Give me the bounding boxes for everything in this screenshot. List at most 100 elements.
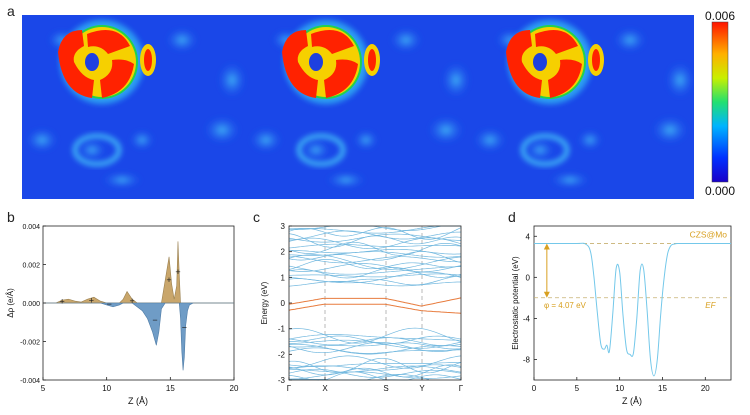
y-tick-label-d: 0 <box>526 273 531 282</box>
density-blob <box>666 62 694 98</box>
band-line <box>288 327 462 344</box>
density-satellite-core <box>592 49 600 71</box>
density-blob <box>326 172 366 188</box>
density-hole <box>309 53 323 71</box>
band-line <box>288 255 461 264</box>
density-blob <box>550 172 590 188</box>
k-point-label: Γ <box>459 384 464 393</box>
band-line <box>289 365 462 373</box>
density-blob <box>578 130 602 150</box>
density-blob <box>474 128 506 152</box>
colorbar-max-label: 0.006 <box>705 9 735 23</box>
x-tick-label-d: 10 <box>615 384 624 393</box>
band-line <box>288 337 462 347</box>
highlight-band <box>288 297 462 307</box>
band-line <box>289 371 462 380</box>
band-line <box>288 267 462 279</box>
x-tick-label-d: 15 <box>658 384 667 393</box>
ylabel-c: Energy (eV) <box>260 281 269 324</box>
band-line <box>288 280 461 287</box>
density-blob <box>428 116 464 144</box>
charge-sign-marker: + <box>59 297 64 307</box>
density-core-lobe <box>58 30 94 98</box>
density-blob <box>354 130 378 150</box>
density-blob <box>166 28 198 52</box>
density-blob <box>390 28 422 52</box>
y-tick-label-c: -2 <box>278 350 286 359</box>
density-core-lobe <box>506 30 542 98</box>
density-blob <box>614 28 646 52</box>
density-blob <box>78 140 106 160</box>
y-tick-label-b: 0.000 <box>22 301 40 308</box>
band-line <box>288 271 462 284</box>
band-line <box>288 225 442 231</box>
panel-label-a: a <box>7 3 15 19</box>
density-blob <box>250 128 282 152</box>
band-line <box>288 357 462 374</box>
ylabel-b: Δρ (e/Å) <box>6 288 15 318</box>
band-line <box>288 254 462 270</box>
heatmap-motif <box>26 20 246 188</box>
band-line <box>288 233 462 243</box>
band-line <box>288 227 462 240</box>
y-tick-label-c: 3 <box>281 222 286 231</box>
density-core-lobe <box>324 59 358 98</box>
density-blob <box>652 116 688 144</box>
k-point-label: S <box>383 384 388 393</box>
band-line <box>288 265 462 275</box>
axes-frame-d <box>533 225 732 381</box>
panel-label-b: b <box>7 209 15 225</box>
negative-area <box>43 302 234 371</box>
work-function-label: φ = 4.07 eV <box>544 301 587 310</box>
density-core-lobe <box>535 30 578 54</box>
y-tick-label-d: -4 <box>523 314 531 323</box>
band-line <box>288 364 462 371</box>
band-line <box>288 230 462 241</box>
charge-sign-marker: − <box>182 322 187 332</box>
y-tick-label-d: 4 <box>526 232 531 241</box>
density-satellite-core <box>368 49 376 71</box>
density-ring <box>73 134 121 166</box>
highlight-band <box>288 303 462 314</box>
x-tick-label-b: 10 <box>102 384 111 393</box>
heatmap-motif <box>474 20 694 188</box>
x-tick-label-b: 5 <box>41 384 46 393</box>
density-satellite-core <box>144 49 152 71</box>
y-tick-label-d: -8 <box>523 355 531 364</box>
density-blob <box>130 130 154 150</box>
k-point-label: X <box>322 384 328 393</box>
y-tick-label-c: -3 <box>278 376 286 385</box>
band-line <box>288 368 462 378</box>
band-line <box>288 334 461 341</box>
charge-sign-marker: + <box>130 296 135 306</box>
density-blob <box>442 62 470 98</box>
colorbar-min-label: 0.000 <box>705 184 735 198</box>
panel-label-d: d <box>508 209 516 225</box>
density-hole <box>533 53 547 71</box>
density-core-lobe <box>548 59 582 98</box>
band-line <box>288 347 462 354</box>
density-blob <box>102 172 142 188</box>
band-line <box>288 335 462 345</box>
x-tick-label-b: 15 <box>166 384 175 393</box>
band-line <box>289 355 462 369</box>
band-line <box>288 263 462 273</box>
panel-b-charge-difference: 5 10 15 20 -0.004 -0.002 0.000 0.002 0.004 + + − + −… <box>6 224 239 406</box>
ylabel-d: Electrostatic potential (eV) <box>511 256 520 350</box>
panel-label-c: c <box>253 209 260 225</box>
charge-sign-marker: − <box>107 299 112 309</box>
positive-area <box>43 241 234 304</box>
density-blob <box>526 140 554 160</box>
arrow-head-down <box>543 291 550 298</box>
y-tick-label-b: -0.002 <box>20 340 40 347</box>
panel-c-band-structure: -3 -2 -1 0 1 2 3 Γ X S Y Γ Energy (eV) <box>260 222 464 393</box>
charge-sign-marker: − <box>152 315 157 325</box>
xlabel-b: Z (Å) <box>128 396 148 406</box>
band-line <box>288 342 462 350</box>
x-tick-label-d: 5 <box>575 384 580 393</box>
y-tick-label-c: 0 <box>281 299 286 308</box>
density-core-lobe <box>87 30 130 54</box>
fermi-label-main: EF <box>705 301 716 310</box>
colorbar <box>711 21 729 183</box>
